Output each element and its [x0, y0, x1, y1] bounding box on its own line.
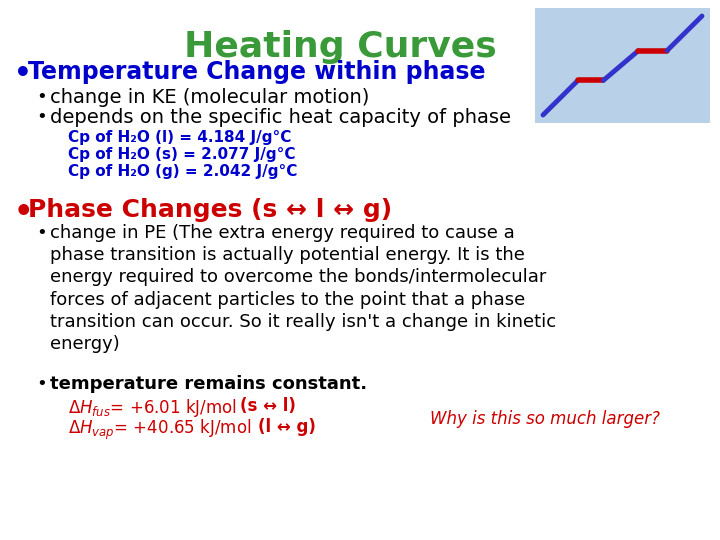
Text: $\Delta H_{fus}$= +6.01 kJ/mol: $\Delta H_{fus}$= +6.01 kJ/mol [68, 397, 244, 419]
Text: Phase Changes (s ↔ l ↔ g): Phase Changes (s ↔ l ↔ g) [28, 198, 392, 222]
Text: Temperature Change within phase: Temperature Change within phase [28, 60, 485, 84]
Bar [535, 8, 710, 123]
Text: Cp of H₂O (s) = 2.077 J/g°C: Cp of H₂O (s) = 2.077 J/g°C [68, 147, 295, 162]
Text: Why is this so much larger?: Why is this so much larger? [430, 410, 660, 428]
Text: change in KE (molecular motion): change in KE (molecular motion) [50, 88, 369, 107]
Text: Cp of H₂O (l) = 4.184 J/g°C: Cp of H₂O (l) = 4.184 J/g°C [68, 130, 292, 145]
Text: •: • [14, 198, 34, 227]
Text: •: • [36, 88, 47, 106]
Text: Heating Curves: Heating Curves [184, 30, 496, 64]
Text: •: • [14, 60, 32, 88]
Text: •: • [36, 108, 47, 126]
Text: (s ↔ l): (s ↔ l) [240, 397, 296, 415]
Text: Cp of H₂O (g) = 2.042 J/g°C: Cp of H₂O (g) = 2.042 J/g°C [68, 164, 297, 179]
Text: •: • [36, 224, 47, 242]
Text: $\Delta H_{vap}$= +40.65 kJ/mol: $\Delta H_{vap}$= +40.65 kJ/mol [68, 418, 258, 442]
Text: depends on the specific heat capacity of phase: depends on the specific heat capacity of… [50, 108, 511, 127]
Text: change in PE (The extra energy required to cause a
phase transition is actually : change in PE (The extra energy required … [50, 224, 556, 353]
Text: (l ↔ g): (l ↔ g) [258, 418, 316, 436]
Text: •: • [36, 375, 47, 393]
Text: temperature remains constant.: temperature remains constant. [50, 375, 367, 393]
